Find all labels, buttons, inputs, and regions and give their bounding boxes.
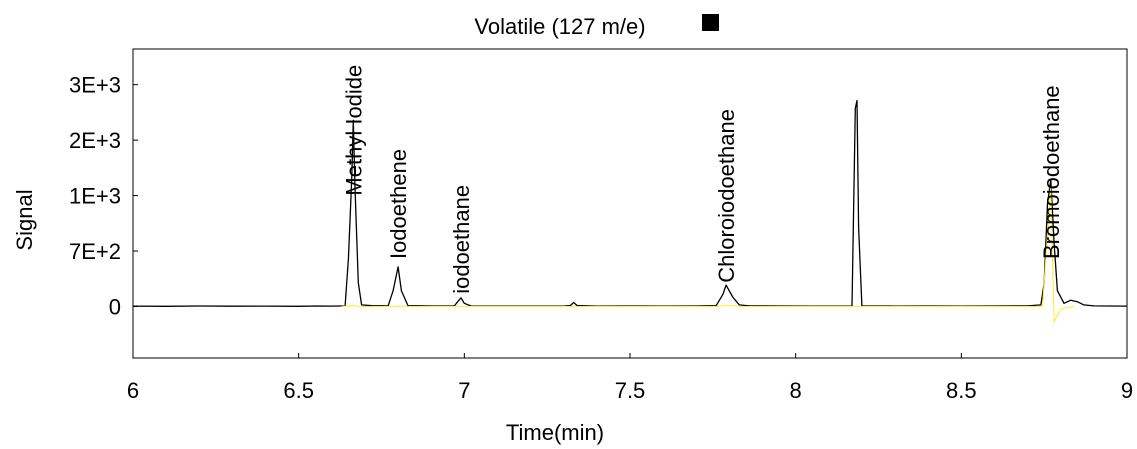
baseline-trace <box>341 187 1075 323</box>
legend-swatch <box>702 14 719 31</box>
series-layer <box>133 99 1127 323</box>
peak-label: Methyl Iodide <box>341 65 366 196</box>
y-tick-label: 3E+3 <box>69 73 121 98</box>
x-tick-label: 6 <box>127 378 139 403</box>
peak-label: Chloroiodoethane <box>714 109 739 283</box>
x-tick-label: 8 <box>790 378 802 403</box>
x-axis-title: Time(min) <box>506 420 604 445</box>
peak-labels: Methyl Iodide Iodoethene iodoethane Chloroi… <box>341 65 1063 294</box>
x-tick-label: 8.5 <box>946 378 977 403</box>
x-tick-label: 9 <box>1121 378 1133 403</box>
y-tick-label: 7E+2 <box>69 239 121 264</box>
x-axis-ticks: 6 6.5 7 7.5 8 8.5 9 <box>127 353 1133 403</box>
chart-title: Volatile (127 m/e) <box>474 14 645 39</box>
x-tick-label: 7.5 <box>615 378 646 403</box>
peak-label: iodoethane <box>449 185 474 294</box>
y-tick-label: 0 <box>109 295 121 320</box>
y-tick-label: 1E+3 <box>69 184 121 209</box>
peak-label: Iodoethene <box>386 149 411 259</box>
y-axis-title: Signal <box>12 189 37 250</box>
peak-label: Bromoiodoethane <box>1039 85 1064 259</box>
signal-trace <box>133 99 1127 307</box>
y-tick-label: 2E+3 <box>69 128 121 153</box>
y-axis-ticks: 0 7E+2 1E+3 2E+3 3E+3 <box>69 73 138 320</box>
x-tick-label: 6.5 <box>283 378 314 403</box>
plot-frame <box>132 48 1128 359</box>
x-tick-label: 7 <box>458 378 470 403</box>
